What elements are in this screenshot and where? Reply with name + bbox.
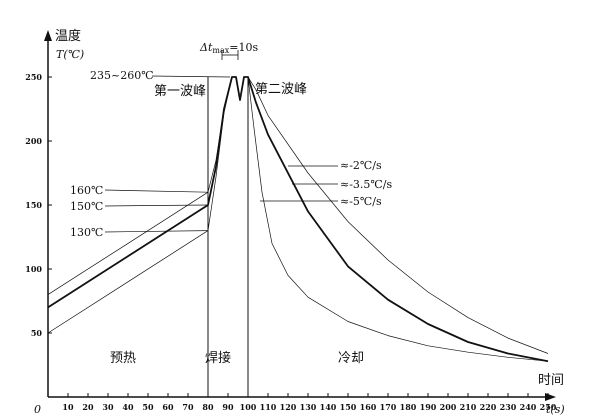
zone-preheat-label: 预热	[110, 351, 136, 366]
x-tick-label: 90	[222, 402, 234, 412]
x-tick-label: 30	[102, 402, 114, 412]
x-tick-label: 110	[260, 402, 277, 412]
y-axis-label: 温度	[55, 28, 81, 44]
x-tick-label: 190	[420, 402, 437, 412]
y-tick-label: 50	[31, 328, 43, 338]
delta-t-bracket	[221, 50, 239, 60]
x-tick-label: 70	[182, 402, 194, 412]
x-tick-label: 10	[62, 402, 74, 412]
cooling-rate-2-label: ≈-2℃/s	[340, 159, 382, 172]
x-tick-label: 120	[280, 402, 297, 412]
x-tick-label: 200	[440, 402, 457, 412]
temp-160-label: 160℃	[70, 184, 103, 197]
cooling-rate-3-5-label: ≈-3.5℃/s	[340, 178, 392, 191]
delta-t-label: Δtmax=10s	[199, 41, 258, 55]
x-tick-label: 240	[520, 402, 537, 412]
y-axis-arrow	[44, 30, 52, 41]
temp-160-leader	[104, 189, 209, 193]
x-tick-label: 250	[540, 402, 557, 412]
x-tick-label: 100	[240, 402, 257, 412]
x-axis-arrow	[545, 393, 556, 401]
first-wave-label: 第一波峰	[154, 84, 206, 99]
x-axis-unit: t(s)	[546, 403, 565, 416]
temp-150-label: 150℃	[70, 200, 103, 213]
x-tick-label: 170	[380, 402, 397, 412]
peak-temp-label: 235~260℃	[90, 69, 154, 82]
x-tick-label: 20	[82, 402, 94, 412]
cooling-rate-5-label: ≈-5℃/s	[340, 195, 382, 208]
x-tick-label: 160	[360, 402, 377, 412]
y-tick-label: 100	[25, 264, 42, 274]
x-tick-label: 60	[162, 402, 174, 412]
x-tick-label: 80	[202, 402, 214, 412]
y-tick-label: 200	[25, 136, 42, 146]
x-tick-label: 140	[320, 402, 337, 412]
x-tick-label: 130	[300, 402, 317, 412]
zone-cool-label: 冷却	[338, 351, 364, 366]
y-tick-label: 150	[25, 200, 42, 210]
zone-solder-label: 焊接	[205, 350, 231, 366]
x-tick-label: 40	[122, 402, 134, 412]
temperature-curve-1	[47, 76, 549, 354]
origin-label: 0	[34, 403, 41, 416]
x-tick-label: 180	[400, 402, 417, 412]
peak-temp-leader	[151, 75, 231, 78]
x-axis-label: 时间	[538, 373, 564, 388]
temperature-curve-3	[47, 76, 549, 362]
y-axis-unit: T(℃)	[56, 48, 84, 61]
temp-130-leader	[104, 230, 209, 233]
temp-130-label: 130℃	[70, 226, 103, 239]
x-tick-label: 50	[142, 402, 154, 412]
temp-150-leader	[104, 204, 209, 207]
second-wave-label: 第二波峰	[255, 82, 307, 97]
temperature-curve-2	[47, 76, 549, 363]
y-tick-label: 250	[25, 72, 42, 82]
x-tick-label: 150	[340, 402, 357, 412]
x-tick-label: 210	[460, 402, 477, 412]
x-tick-label: 230	[500, 402, 517, 412]
x-tick-label: 220	[480, 402, 497, 412]
